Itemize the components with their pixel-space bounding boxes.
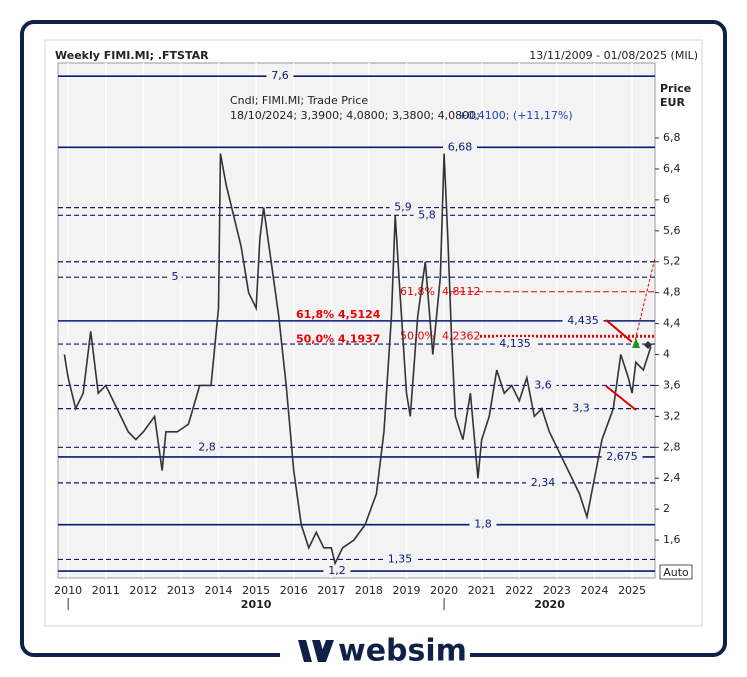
y-tick-label: 4,8 [663,286,681,299]
info-change: +0,4100; (+11,17%) [458,109,573,122]
x-tick-label: 2013 [167,584,195,597]
x-tick-label: 2016 [280,584,308,597]
annotations [605,257,656,411]
y-tick-label: 6 [663,193,670,206]
logo-icon [298,640,334,662]
x-tick-label: 2012 [129,584,157,597]
x-tick-label: 2018 [355,584,383,597]
level-label: 5,8 [418,208,436,221]
level-label: 2,8 [198,440,216,453]
level-label: 2,34 [531,476,556,489]
x-tick-label: 2010 [54,584,82,597]
level-label: 5 [172,270,179,283]
y-tick-label: 6,8 [663,131,681,144]
y-tick-label: 2 [663,502,670,515]
fib-value: 4,2362 [442,329,481,342]
info-date: 18/10/2024; 3,3900; 4,0800; 3,3800; 4,08… [230,109,480,122]
level-label-bg [413,208,441,222]
x-tick-label: 2019 [393,584,421,597]
level-label-bg [266,69,294,83]
x-tick-label: 2014 [205,584,233,597]
y-tick-label: 3,6 [663,378,681,391]
y-unit: EUR [660,96,685,109]
level-label-bg [494,337,536,351]
level-label: 3,6 [534,378,552,391]
level-label: 6,68 [448,140,473,153]
fib-pct: 50,0% [400,329,435,342]
fib-pct: 61,8% [400,285,435,298]
x-tick-label: 2017 [317,584,345,597]
level-label-bg [168,270,182,284]
auto-label[interactable]: Auto [663,566,689,579]
auto-button[interactable] [659,564,693,580]
date-range: 13/11/2009 - 01/08/2025 (MIL) [529,49,698,62]
level-label: 1,35 [388,552,413,565]
fib-label: 61,8% 4,5124 [296,308,381,321]
y-tick-label: 2,4 [663,471,681,484]
level-label: 4,435 [567,314,599,327]
level-label-bg [443,140,477,154]
level-label: 7,6 [271,69,289,82]
level-label-bg [567,401,595,415]
level-label-bg [193,440,221,454]
y-tick-label: 3,2 [663,409,681,422]
x-tick-label: 2021 [468,584,496,597]
level-label-bg [323,564,351,578]
decade-label: 2010 [241,598,272,611]
level-label: 4,135 [499,337,531,350]
y-tick-label: 4 [663,348,670,361]
fib-label: 50,0% 4,1937 [296,333,380,346]
y-label: Price [660,82,691,95]
brand: websim [338,634,467,669]
fib-value: 4,8112 [442,285,481,298]
x-tick-label: 2025 [618,584,646,597]
level-label-bg [562,313,604,327]
series-name: Cndl; FIMI.MI; Trade Price [230,94,368,107]
x-tick-label: 2015 [242,584,270,597]
price-line [63,153,652,566]
level-label-bg [601,449,643,463]
level-label-bg [469,517,497,531]
y-tick-label: 2,8 [663,440,681,453]
x-tick-label: 2024 [580,584,608,597]
x-tick-label: 2011 [92,584,120,597]
level-label-bg [383,552,417,566]
y-tick-label: 1,6 [663,533,681,546]
level-label-bg [526,475,560,489]
logo-bg [280,636,470,672]
level-label: 1,2 [328,564,346,577]
x-tick-label: 2022 [505,584,533,597]
level-label-bg [389,200,417,214]
decade-label: 2020 [534,598,565,611]
level-label: 1,8 [474,518,492,531]
y-tick-label: 4,4 [663,317,681,330]
level-label: 2,675 [606,450,638,463]
y-tick-label: 5,2 [663,255,681,268]
y-tick-label: 5,6 [663,224,681,237]
level-label: 5,9 [394,201,412,214]
level-label-bg [529,378,557,392]
y-tick-label: 6,4 [663,162,681,175]
x-tick-label: 2020 [430,584,458,597]
chart-title: Weekly FIMI.MI; .FTSTAR [55,49,209,62]
x-tick-label: 2023 [543,584,571,597]
level-label: 3,3 [572,402,590,415]
